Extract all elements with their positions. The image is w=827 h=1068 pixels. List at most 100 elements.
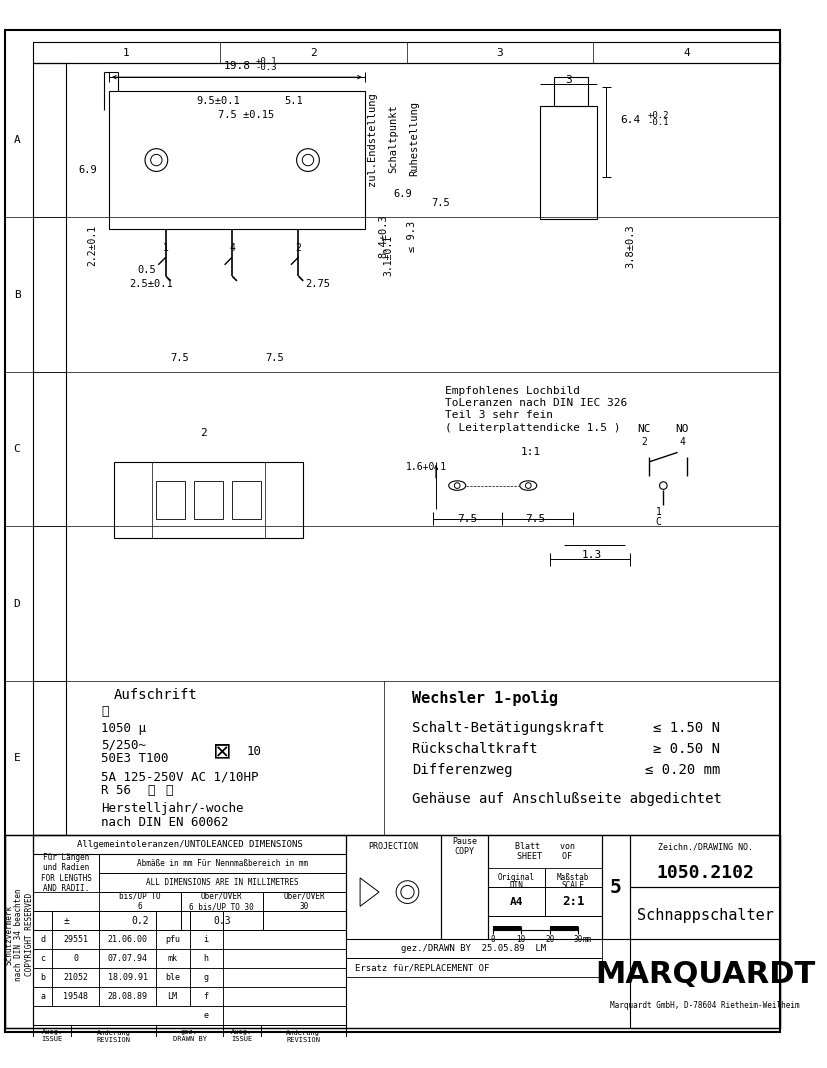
Text: Pause
COPY: Pause COPY	[452, 837, 476, 857]
Bar	[33, 987, 52, 1006]
Text: zul.Endstellung: zul.Endstellung	[367, 92, 377, 186]
Bar	[189, 987, 222, 1006]
Bar	[189, 949, 222, 968]
Text: ToLeranzen nach DIN IEC 326: ToLeranzen nach DIN IEC 326	[445, 398, 627, 408]
Text: +0.1: +0.1	[256, 57, 277, 65]
Text: 2.5±0.1: 2.5±0.1	[130, 279, 174, 288]
Bar	[232, 481, 261, 519]
Bar	[222, 968, 346, 987]
Text: 1050 μ: 1050 μ	[101, 722, 146, 735]
Text: Für Längen
und Radien
FOR LENGTHS
AND RADII.: Für Längen und Radien FOR LENGTHS AND RA…	[41, 853, 92, 893]
Text: C: C	[655, 517, 661, 527]
Text: 2: 2	[641, 437, 647, 447]
Text: 3: 3	[496, 47, 503, 58]
Text: 2: 2	[200, 428, 207, 439]
Bar	[33, 835, 346, 854]
Text: 30: 30	[573, 934, 582, 944]
Bar	[99, 987, 156, 1006]
Bar	[261, 1025, 346, 1047]
Bar	[156, 930, 189, 949]
Bar	[554, 77, 587, 106]
Text: 7.5: 7.5	[170, 352, 189, 363]
Text: 2.75: 2.75	[304, 279, 329, 288]
Bar	[33, 930, 52, 949]
Text: a: a	[40, 992, 45, 1001]
Bar	[52, 949, 99, 968]
Text: 20: 20	[544, 934, 553, 944]
Text: 1.3: 1.3	[581, 550, 602, 560]
Text: 7.5 ±0.15: 7.5 ±0.15	[218, 110, 275, 120]
Bar	[33, 1006, 222, 1025]
Text: 5: 5	[609, 878, 621, 897]
Bar	[156, 949, 189, 968]
Text: Ⓤ: Ⓤ	[146, 784, 154, 797]
Text: 2.2±0.1: 2.2±0.1	[87, 225, 97, 266]
Text: 6.9: 6.9	[79, 166, 98, 175]
Text: f: f	[203, 992, 208, 1001]
Bar	[99, 930, 156, 949]
Text: Teil 3 sehr fein: Teil 3 sehr fein	[445, 410, 552, 421]
Text: pfu: pfu	[165, 934, 179, 944]
Bar	[194, 481, 222, 519]
Text: Abmäße in mm Für Nennmaßbereich in mm: Abmäße in mm Für Nennmaßbereich in mm	[137, 859, 308, 868]
Bar	[263, 892, 346, 911]
Text: Ausg.
ISSUE: Ausg. ISSUE	[231, 1028, 252, 1041]
Text: ≤ 9.3: ≤ 9.3	[407, 221, 417, 252]
Bar	[222, 1006, 346, 1025]
Text: Herstelljahr/-woche: Herstelljahr/-woche	[101, 802, 244, 815]
Text: 4: 4	[682, 47, 689, 58]
Text: 7.5: 7.5	[265, 352, 284, 363]
Text: gez.
DRAWN BY: gez. DRAWN BY	[172, 1028, 206, 1041]
Text: 0.5: 0.5	[137, 265, 156, 274]
Text: Zeichn./DRAWING NO.: Zeichn./DRAWING NO.	[657, 842, 752, 851]
Text: 5A 125-250V AC 1/10HP: 5A 125-250V AC 1/10HP	[101, 771, 259, 784]
Text: 2: 2	[295, 242, 301, 253]
Text: Ausg.
ISSUE: Ausg. ISSUE	[41, 1028, 63, 1041]
Text: Gehäuse auf Anschlußseite abgedichtet: Gehäuse auf Anschlußseite abgedichtet	[412, 792, 721, 806]
Bar	[5, 835, 779, 1027]
Bar	[544, 868, 601, 888]
Text: SCALE: SCALE	[561, 881, 584, 890]
Text: 7.5: 7.5	[457, 514, 476, 523]
Bar	[440, 835, 487, 940]
Text: 21.06.00: 21.06.00	[108, 934, 148, 944]
Text: 8.4±0.3: 8.4±0.3	[378, 215, 389, 258]
Bar	[189, 911, 222, 930]
Bar	[189, 930, 222, 949]
Text: -0.1: -0.1	[647, 119, 668, 127]
Text: 3.8±0.3: 3.8±0.3	[624, 224, 634, 268]
Bar	[487, 915, 601, 940]
Text: h: h	[203, 954, 208, 963]
Text: mm: mm	[582, 934, 591, 944]
Bar	[99, 874, 346, 892]
Bar	[113, 461, 303, 537]
Text: B: B	[14, 289, 21, 300]
Text: i: i	[203, 934, 208, 944]
Text: +0.2: +0.2	[647, 111, 668, 120]
Bar	[52, 968, 99, 987]
Text: Marquardt GmbH, D-78604 Rietheim-Weilheim: Marquardt GmbH, D-78604 Rietheim-Weilhei…	[609, 1001, 799, 1010]
Bar	[5, 835, 33, 1027]
Bar	[263, 911, 346, 930]
Bar	[222, 949, 346, 968]
Bar	[99, 892, 181, 911]
Text: Blatt    von: Blatt von	[514, 842, 574, 851]
Text: 1: 1	[655, 507, 661, 517]
Text: 1: 1	[123, 47, 130, 58]
Bar	[181, 911, 263, 930]
Text: Maßstab: Maßstab	[557, 874, 589, 882]
Text: A4: A4	[509, 896, 523, 907]
Bar	[189, 968, 222, 987]
Text: gez./DRAWN BY  25.05.89  LM: gez./DRAWN BY 25.05.89 LM	[401, 944, 546, 954]
Text: d: d	[40, 934, 45, 944]
Text: A: A	[14, 136, 21, 145]
Text: mk: mk	[167, 954, 177, 963]
Text: SHEET    OF: SHEET OF	[517, 851, 571, 861]
Text: Ruhestellung: Ruhestellung	[409, 101, 418, 176]
Bar	[629, 888, 779, 940]
Bar	[156, 911, 189, 930]
Bar	[33, 42, 779, 63]
Text: Wechsler 1-polig: Wechsler 1-polig	[412, 690, 557, 706]
Text: 3.1±0.1: 3.1±0.1	[383, 235, 393, 276]
Text: ≤ 0.20 mm: ≤ 0.20 mm	[644, 763, 719, 776]
